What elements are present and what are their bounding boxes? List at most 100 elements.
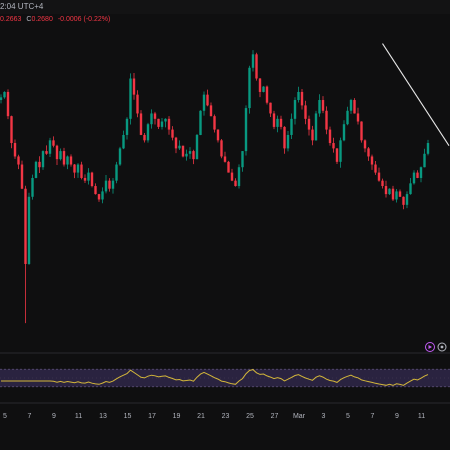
candle: [276, 115, 279, 133]
candle: [384, 180, 388, 198]
candle: [164, 118, 167, 128]
candle-body: [265, 86, 269, 103]
candle: [227, 160, 230, 173]
candle-body: [374, 164, 377, 173]
candle: [59, 148, 62, 161]
candle: [195, 133, 199, 160]
x-tick-label: 9: [52, 413, 56, 420]
candle-body: [188, 151, 192, 154]
trendline[interactable]: [382, 43, 450, 147]
candle-body: [342, 124, 346, 141]
candle-body: [185, 153, 188, 157]
candle-body: [83, 177, 87, 181]
candle-body: [349, 100, 353, 111]
candle: [391, 185, 395, 201]
candle-body: [73, 164, 76, 173]
candle: [356, 107, 360, 125]
candle: [325, 106, 328, 135]
candle: [304, 100, 307, 125]
candle: [87, 168, 90, 185]
candle-body: [38, 161, 41, 168]
candle-body: [157, 118, 160, 127]
candle-body: [304, 105, 307, 119]
x-tick-label: 9: [395, 413, 399, 420]
candle-body: [160, 121, 164, 127]
candle: [76, 163, 80, 178]
candle-body: [314, 113, 318, 141]
replay-icon[interactable]: [425, 342, 435, 352]
candle-body: [416, 172, 419, 178]
candle-body: [335, 148, 339, 162]
candle: [416, 170, 419, 179]
candle: [223, 151, 227, 163]
candle-body: [244, 108, 248, 152]
candle-body: [87, 172, 90, 181]
x-tick-label: 11: [418, 413, 425, 420]
ohlc-key: C: [26, 16, 32, 23]
candle: [367, 147, 370, 161]
x-tick-label: 25: [246, 413, 254, 420]
candle: [412, 170, 416, 185]
candle: [335, 148, 339, 165]
candle: [370, 154, 374, 170]
candle: [125, 117, 129, 140]
candle-body: [171, 129, 174, 138]
candle-body: [17, 156, 20, 165]
candle-body: [237, 167, 241, 187]
candle-body: [423, 153, 426, 168]
candle: [402, 196, 405, 210]
candle: [206, 89, 209, 107]
candle-body: [286, 134, 290, 149]
candle: [69, 154, 73, 167]
candle: [150, 109, 153, 129]
ohlc-value: 0.2663: [0, 16, 22, 23]
candle: [41, 150, 45, 170]
candle: [409, 178, 412, 195]
candle-body: [230, 172, 234, 181]
clock-text: 2:04 UTC+4: [0, 2, 44, 11]
candle-body: [66, 156, 69, 165]
candle: [269, 102, 272, 118]
candle-body: [367, 148, 370, 157]
candle: [20, 160, 24, 190]
candle-body: [146, 124, 150, 141]
candle: [258, 78, 262, 98]
candle-body: [80, 164, 83, 178]
candle-body: [234, 180, 237, 187]
candle: [34, 160, 38, 179]
x-tick-label: 17: [148, 413, 156, 420]
candle-body: [339, 140, 342, 162]
chart-settings-icon[interactable]: [437, 342, 447, 352]
candle-body: [164, 118, 167, 122]
candle-body: [90, 172, 94, 187]
ohlc-value: 0.2680: [31, 16, 53, 23]
candle-body: [356, 113, 360, 122]
candle: [328, 126, 332, 146]
candle-body: [24, 188, 27, 264]
candle: [83, 174, 87, 184]
candle-body: [52, 140, 55, 146]
candle-body: [129, 78, 132, 119]
candle: [66, 155, 69, 170]
candle-body: [346, 110, 349, 125]
candle: [118, 146, 122, 166]
candle: [199, 110, 202, 136]
candle-body: [3, 91, 6, 98]
candle: [108, 178, 111, 192]
candle: [423, 148, 426, 168]
candle: [104, 175, 108, 194]
candle: [286, 131, 290, 152]
candle: [321, 96, 325, 114]
candle-body: [398, 191, 402, 197]
candle: [3, 91, 6, 99]
candle-body: [20, 164, 24, 189]
x-tick-label: 7: [28, 413, 32, 420]
ohlc-change: -0.0006 (-0.22%): [57, 16, 111, 23]
x-tick-label: Mar: [293, 413, 306, 420]
candle-body: [115, 164, 118, 181]
candle-body: [360, 121, 363, 141]
candle-body: [402, 196, 405, 205]
candle-body: [104, 180, 108, 192]
candle-body: [220, 140, 223, 157]
